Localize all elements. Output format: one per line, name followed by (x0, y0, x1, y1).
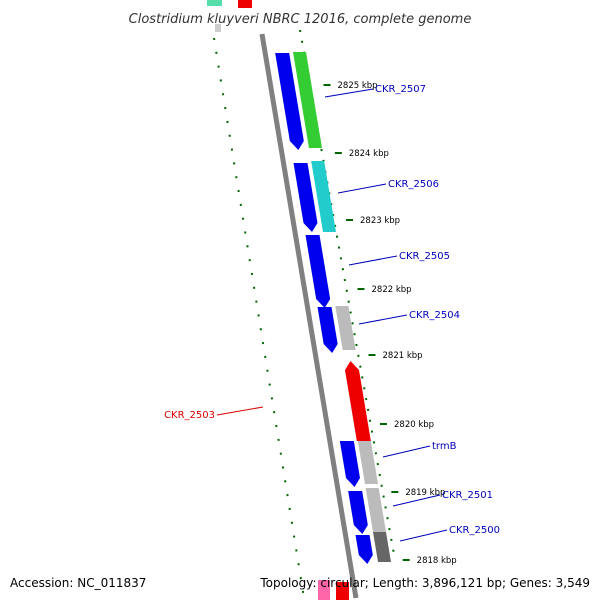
cog-bar (293, 52, 322, 148)
forward-cds-arrow (305, 235, 331, 308)
accession-text: Accession: NC_011837 (10, 576, 146, 590)
map-title: Clostridium kluyveri NBRC 12016, complet… (129, 12, 472, 27)
gene-label-leader (358, 314, 408, 325)
scale-tick-label: 2819 kbp (405, 488, 445, 498)
gene-label-leader (348, 255, 398, 266)
bottom-edge-feature-pink (318, 580, 330, 600)
gene-label-leader (382, 445, 431, 458)
gene-label[interactable]: CKR_2503 (164, 410, 215, 421)
top-edge-feature-gray (215, 24, 221, 32)
scale-tick-label: 2825 kbp (338, 81, 378, 91)
scale-tick-label: 2823 kbp (360, 216, 400, 226)
bottom-edge-features (318, 580, 349, 600)
features (275, 52, 391, 564)
scale-tick-label: 2818 kbp (417, 556, 457, 566)
gene-label-leader (324, 88, 374, 98)
gene-label[interactable]: CKR_2504 (409, 310, 460, 321)
forward-cds-arrow (348, 491, 368, 534)
forward-cds-arrow (355, 535, 373, 564)
scale-tick-label: 2820 kbp (394, 420, 434, 430)
cog-bar (373, 532, 391, 562)
gene-label[interactable]: CKR_2500 (449, 525, 500, 536)
forward-cds-arrow (339, 441, 360, 487)
gene-label[interactable]: CKR_2501 (442, 490, 493, 501)
topology-text: Topology: circular; Length: 3,896,121 bp… (259, 576, 590, 590)
cog-bar (311, 161, 336, 232)
gene-label-leader (337, 183, 387, 194)
gene-label[interactable]: CKR_2507 (375, 84, 426, 95)
forward-cds-arrow (293, 163, 318, 232)
top-edge-features (207, 0, 252, 32)
cog-bar (357, 438, 378, 484)
scale-tick-label: 2822 kbp (372, 285, 412, 295)
cog-bar (335, 306, 356, 350)
gene-label-leader (392, 494, 441, 507)
forward-cds-arrow (275, 53, 304, 150)
gene-labels: CKR_2507 CKR_2506 CKR_2505 CKR_2504 CKR_2503… (164, 84, 500, 542)
top-edge-feature-green (207, 0, 222, 6)
cog-bar (365, 488, 386, 532)
gene-label-leader (399, 529, 448, 542)
forward-cds-arrow (317, 307, 338, 353)
scale-tick-label: 2824 kbp (349, 149, 389, 159)
genome-backbone (259, 33, 359, 599)
gene-label-leader (216, 406, 264, 416)
gene-label[interactable]: CKR_2505 (399, 251, 450, 262)
gene-label[interactable]: CKR_2506 (388, 179, 439, 190)
scale-tick-label: 2821 kbp (383, 351, 423, 361)
gene-label[interactable]: trmB (432, 441, 457, 452)
bottom-edge-feature-red (336, 582, 349, 600)
reverse-cds-arrow (345, 361, 371, 441)
top-edge-feature-red (238, 0, 252, 8)
scale-ticks: 2825 kbp 2824 kbp 2823 kbp 2822 kbp 2821 kbp… (323, 81, 457, 566)
